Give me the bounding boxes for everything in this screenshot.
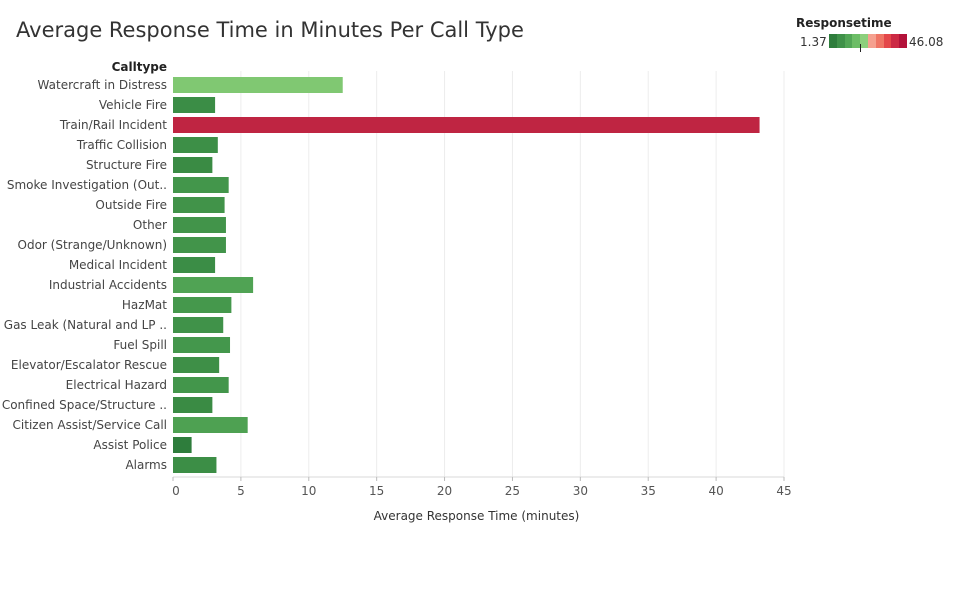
x-tick-label: 40	[708, 484, 723, 498]
legend-max-label: 46.08	[909, 35, 944, 49]
bar	[173, 97, 216, 113]
category-label: Electrical Hazard	[66, 378, 167, 392]
category-label: Assist Police	[93, 438, 167, 452]
x-tick-label: 5	[237, 484, 245, 498]
bar	[173, 437, 192, 453]
category-label: Smoke Investigation (Out..	[7, 178, 167, 192]
x-axis-title: Average Response Time (minutes)	[374, 509, 580, 523]
bar	[173, 77, 343, 93]
x-tick-label: 15	[369, 484, 384, 498]
legend-min-label: 1.37	[800, 35, 827, 49]
bar	[173, 237, 226, 253]
bar	[173, 457, 217, 473]
legend-swatch	[891, 34, 900, 48]
bar	[173, 297, 232, 313]
bar	[173, 137, 218, 153]
category-label: Gas Leak (Natural and LP ..	[4, 318, 167, 332]
category-label: Elevator/Escalator Rescue	[11, 358, 167, 372]
category-label: HazMat	[122, 298, 167, 312]
x-tick-label: 20	[437, 484, 452, 498]
color-legend: Responsetime 1.37 46.08	[796, 16, 956, 52]
category-label: Citizen Assist/Service Call	[13, 418, 167, 432]
legend-gradient-bar	[829, 34, 907, 48]
bar	[173, 217, 226, 233]
category-label: Other	[133, 218, 167, 232]
bar	[173, 277, 254, 293]
category-label: Industrial Accidents	[49, 278, 167, 292]
category-label: Vehicle Fire	[99, 98, 167, 112]
bar	[173, 317, 224, 333]
legend-swatch	[829, 34, 837, 48]
bar	[173, 197, 225, 213]
x-tick-label: 25	[505, 484, 520, 498]
x-tick-label: 35	[641, 484, 656, 498]
x-tick-label: 30	[573, 484, 588, 498]
bar	[173, 157, 213, 173]
bar	[173, 257, 216, 273]
x-tick-label: 45	[776, 484, 791, 498]
legend-swatch	[899, 34, 907, 48]
bar	[173, 377, 229, 393]
bar	[173, 397, 213, 413]
category-label: Outside Fire	[95, 198, 167, 212]
category-label: Medical Incident	[69, 258, 167, 272]
bar	[173, 357, 220, 373]
legend-swatch	[852, 34, 861, 48]
legend-swatch	[867, 34, 876, 48]
legend-swatch	[844, 34, 853, 48]
legend-title: Responsetime	[796, 16, 892, 30]
x-tick-label: 10	[301, 484, 316, 498]
legend-swatch	[883, 34, 892, 48]
category-label: Confined Space/Structure ..	[2, 398, 167, 412]
category-label: Traffic Collision	[76, 138, 167, 152]
category-header: Calltype	[112, 60, 167, 74]
chart-title: Average Response Time in Minutes Per Cal…	[16, 18, 524, 42]
bar	[173, 417, 248, 433]
bar	[173, 337, 231, 353]
category-label: Alarms	[125, 458, 167, 472]
category-label: Watercraft in Distress	[38, 78, 167, 92]
x-tick-label: 0	[172, 484, 180, 498]
category-label: Fuel Spill	[113, 338, 167, 352]
legend-swatch	[836, 34, 845, 48]
legend-marker	[860, 44, 861, 52]
bar	[173, 117, 760, 133]
category-label: Structure Fire	[86, 158, 167, 172]
legend-swatch	[875, 34, 884, 48]
legend-swatch	[860, 34, 868, 48]
category-label: Odor (Strange/Unknown)	[18, 238, 167, 252]
bar	[173, 177, 229, 193]
category-label: Train/Rail Incident	[59, 118, 167, 132]
